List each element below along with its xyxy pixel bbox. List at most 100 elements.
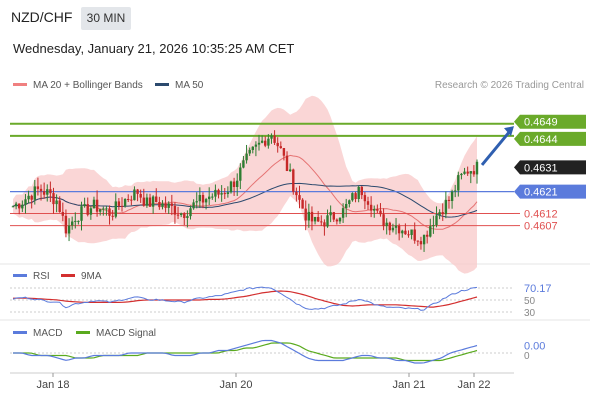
candle-body	[220, 193, 223, 195]
forecast-arrow-head	[504, 126, 514, 137]
legend-macd: MACD	[13, 328, 62, 339]
candle-body	[83, 204, 86, 207]
candle-body	[388, 222, 391, 231]
timeframe-button[interactable]: 30 MIN	[81, 7, 131, 30]
forecast-arrow	[480, 130, 512, 166]
candle-body	[463, 171, 466, 174]
candle-body	[317, 217, 320, 222]
candle-body	[183, 213, 186, 218]
candle-body	[61, 212, 64, 216]
macd-zero-label: 0	[524, 351, 530, 362]
candle-body	[307, 211, 310, 221]
candle-body	[242, 160, 245, 168]
candle-body	[416, 240, 419, 242]
candle-body	[77, 220, 80, 222]
candle-body	[323, 222, 326, 227]
candle-body	[49, 189, 52, 194]
candle-body	[204, 199, 208, 203]
legend-label: MACD	[33, 328, 63, 339]
candle-body	[332, 212, 335, 220]
candle-body	[27, 195, 30, 200]
macd-signal-line	[13, 342, 478, 362]
candle-body	[236, 180, 239, 187]
legend-label: MA 50	[175, 80, 204, 91]
candle-body	[391, 227, 395, 231]
candle-body	[385, 222, 388, 227]
candle-body	[239, 167, 242, 181]
candle-body	[472, 171, 476, 175]
candle-body	[208, 196, 211, 200]
tag-box	[514, 160, 586, 175]
candle-body	[136, 189, 139, 194]
candle-body	[379, 210, 382, 215]
candle-body	[369, 204, 373, 211]
candle-body	[285, 155, 289, 171]
legend-ma50: MA 50	[155, 80, 203, 91]
candle-body	[67, 225, 71, 234]
candle-body	[335, 219, 339, 222]
candle-body	[195, 201, 198, 203]
tag-label: 0.4621	[524, 187, 558, 199]
candle-body	[217, 189, 220, 195]
candle-body	[111, 215, 114, 217]
candle-body	[273, 135, 276, 143]
candle-body	[36, 186, 40, 189]
candle-body	[151, 196, 155, 207]
candle-body	[229, 181, 233, 193]
candle-body	[176, 214, 180, 216]
candle-body	[276, 142, 279, 147]
candle-body	[435, 215, 438, 226]
candle-body	[30, 195, 33, 200]
price-tag-0.4621: 0.4621	[514, 184, 586, 199]
candle-body	[155, 196, 158, 203]
candle-body	[201, 195, 205, 203]
candle-body	[357, 186, 360, 199]
legend-macd-signal: MACD Signal	[76, 328, 156, 339]
candle-body	[295, 191, 298, 196]
candle-body	[341, 208, 345, 218]
candle-body	[354, 193, 357, 199]
candle-body	[348, 200, 351, 204]
candle-body	[282, 148, 286, 156]
candle-body	[351, 193, 354, 201]
candle-body	[167, 203, 170, 208]
candle-body	[232, 181, 236, 187]
candle-body	[270, 135, 273, 139]
candle-body	[145, 197, 149, 206]
candle-body	[99, 209, 102, 212]
candle-body	[214, 189, 217, 197]
candle-body	[226, 192, 230, 194]
candle-body	[257, 142, 261, 145]
candle-body	[89, 208, 93, 215]
legend-label: MA 20 + Bollinger Bands	[33, 80, 143, 91]
x-tick-label: Jan 20	[219, 379, 252, 391]
candle-body	[279, 146, 282, 148]
candle-body	[326, 215, 329, 227]
candle-body	[401, 230, 404, 234]
candle-body	[105, 208, 108, 210]
candle-body	[382, 214, 385, 227]
candle-body	[21, 204, 24, 209]
candle-body	[139, 194, 142, 198]
candle-body	[18, 203, 21, 209]
candle-body	[329, 212, 332, 216]
candle-body	[55, 200, 58, 205]
candle-body	[460, 173, 463, 176]
candle-body	[180, 213, 183, 215]
tag-label: 0.4612	[524, 208, 558, 220]
candle-body	[58, 200, 61, 212]
candle-body	[254, 144, 258, 147]
candle-body	[264, 140, 267, 146]
candle-body	[376, 209, 379, 211]
legend-rsi: RSI	[13, 271, 50, 282]
candle-body	[117, 201, 121, 206]
legend-rsi-ma: 9MA	[61, 271, 102, 282]
candle-body	[444, 199, 448, 215]
price-tag-0.4649: 0.4649	[514, 114, 586, 129]
candle-body	[114, 201, 117, 217]
x-tick-label: Jan 22	[457, 379, 490, 391]
candle-body	[397, 225, 401, 234]
candle-body	[127, 199, 130, 200]
candle-body	[466, 171, 469, 174]
